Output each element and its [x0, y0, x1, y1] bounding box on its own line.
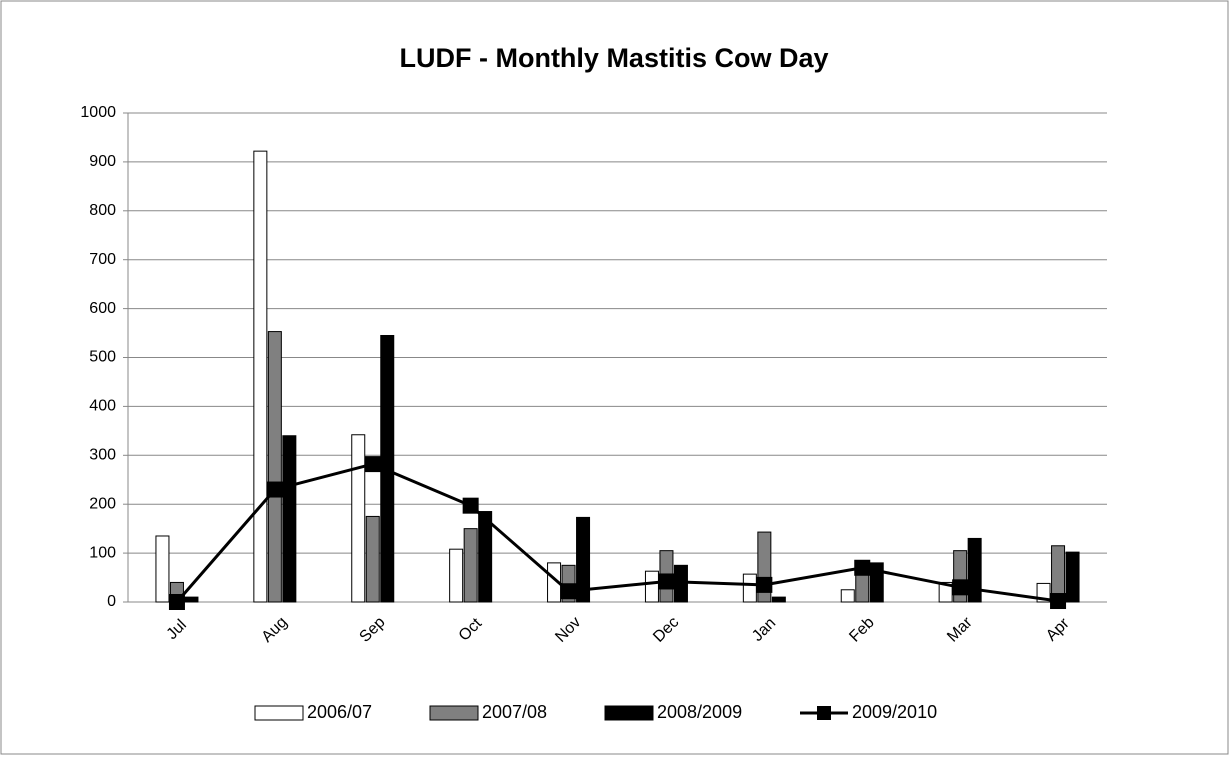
- bar: [463, 528, 478, 603]
- y-tick-label: 0: [107, 593, 116, 610]
- bar: [1065, 551, 1080, 603]
- legend-swatch: [604, 705, 654, 721]
- bar: [771, 596, 786, 603]
- y-tick-label: 400: [89, 398, 116, 415]
- bar: [673, 564, 688, 603]
- bar: [840, 589, 855, 603]
- y-tick-label: 700: [89, 251, 116, 268]
- legend-label: 2009/2010: [852, 702, 937, 722]
- y-tick-label: 1000: [80, 104, 116, 121]
- y-tick-label: 200: [89, 495, 116, 512]
- legend-label: 2007/08: [482, 702, 547, 722]
- bar: [742, 573, 757, 603]
- marker: [952, 579, 969, 596]
- marker: [1050, 593, 1067, 610]
- bar: [644, 570, 659, 603]
- line: [175, 462, 1059, 603]
- bar: [155, 535, 170, 603]
- bar: [967, 537, 982, 603]
- bar: [184, 596, 199, 603]
- bar: [267, 331, 282, 603]
- bar: [253, 150, 268, 603]
- marker: [658, 573, 675, 590]
- marker: [266, 481, 283, 498]
- legend-swatch: [254, 705, 304, 721]
- y-tick-label: 600: [89, 300, 116, 317]
- legend-label: 2008/2009: [657, 702, 742, 722]
- bar: [449, 548, 464, 603]
- marker: [560, 583, 577, 600]
- chart-title: LUDF - Monthly Mastitis Cow Day: [399, 43, 828, 73]
- bar: [282, 435, 297, 603]
- y-tick-label: 500: [89, 349, 116, 366]
- bar: [576, 516, 591, 603]
- bar: [351, 434, 366, 603]
- marker: [168, 594, 185, 610]
- bar: [478, 511, 493, 603]
- marker: [364, 456, 381, 473]
- y-tick-label: 300: [89, 447, 116, 464]
- marker: [854, 559, 871, 576]
- legend-swatch: [429, 705, 479, 721]
- legend-marker: [817, 706, 831, 720]
- marker: [756, 576, 773, 593]
- marker: [462, 497, 479, 514]
- y-tick-label: 900: [89, 153, 116, 170]
- y-tick-label: 800: [89, 202, 116, 219]
- y-tick-label: 100: [89, 544, 116, 561]
- legend-label: 2006/07: [307, 702, 372, 722]
- bar: [365, 515, 380, 603]
